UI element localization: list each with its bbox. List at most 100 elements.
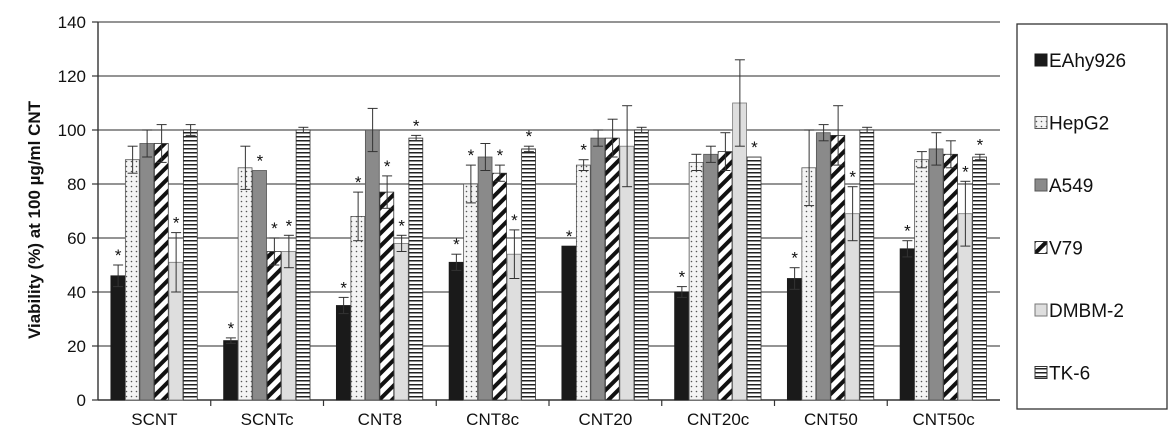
bar-dmbm-2-scntc bbox=[281, 251, 296, 401]
bar-hepg2-cnt20c bbox=[688, 161, 704, 401]
bar-v79-cnt20c bbox=[717, 151, 733, 401]
bar-tk-6-cnt50c bbox=[972, 156, 987, 401]
significance-marker: * bbox=[453, 235, 460, 254]
significance-marker: * bbox=[340, 278, 347, 297]
significance-marker: * bbox=[962, 162, 969, 181]
significance-marker: * bbox=[977, 135, 984, 154]
bar-tk-6-scnt bbox=[182, 129, 198, 401]
y-tick-label: 60 bbox=[67, 229, 86, 248]
bar-tk-6-cnt20c bbox=[746, 156, 762, 401]
bar-hepg2-cnt8 bbox=[350, 215, 366, 401]
bar-hepg2-cnt8c bbox=[463, 183, 478, 401]
y-tick-label: 20 bbox=[67, 337, 86, 356]
bar-a549-scnt bbox=[139, 143, 155, 401]
bar-v79-scnt bbox=[153, 143, 169, 401]
significance-marker: * bbox=[384, 157, 391, 176]
y-axis-title: Viability (%) at 100 µg/ml CNT bbox=[25, 100, 44, 339]
bar-eahy926-cnt20 bbox=[561, 245, 577, 401]
bar-hepg2-cnt20 bbox=[575, 164, 591, 401]
bar-a549-cnt8c bbox=[477, 156, 493, 401]
bar-v79-cnt8c bbox=[492, 172, 507, 401]
x-tick-label: CNT8c bbox=[466, 410, 519, 429]
x-tick-label: CNT50 bbox=[804, 410, 858, 429]
legend-label: A549 bbox=[1049, 176, 1093, 197]
bars bbox=[110, 59, 987, 401]
legend-label: TK-6 bbox=[1049, 364, 1090, 385]
x-tick-label: CNT50c bbox=[912, 410, 975, 429]
bar-eahy926-cnt20c bbox=[674, 291, 689, 401]
significance-marker: * bbox=[904, 222, 911, 241]
bar-hepg2-cnt50c bbox=[914, 159, 929, 401]
bar-hepg2-scnt bbox=[124, 159, 140, 401]
significance-marker: * bbox=[173, 214, 180, 233]
legend-swatch bbox=[1034, 241, 1048, 254]
legend-swatch bbox=[1034, 303, 1048, 317]
tick-labels: 0 20 40 60 80 100 120 140 SCNT * * SCNTc * * * * CNT8 * * *… bbox=[58, 13, 984, 429]
bar-tk-6-cnt20 bbox=[633, 129, 649, 401]
bar-hepg2-scntc bbox=[237, 167, 253, 401]
bar-dmbm-2-cnt20c bbox=[732, 102, 747, 401]
significance-marker: * bbox=[355, 173, 362, 192]
bar-dmbm-2-cnt8 bbox=[393, 242, 409, 401]
significance-marker: * bbox=[286, 216, 293, 235]
bar-a549-cnt50c bbox=[928, 148, 944, 401]
significance-marker: * bbox=[497, 146, 504, 165]
significance-marker: * bbox=[511, 211, 518, 230]
legend: EAhy926 HepG2 A549 V79 DMBM-2 TK-6 bbox=[1016, 23, 1168, 410]
y-tick-label: 40 bbox=[67, 283, 86, 302]
significance-marker: * bbox=[751, 138, 758, 157]
x-tick-label: CNT8 bbox=[358, 410, 402, 429]
bar-v79-cnt20 bbox=[604, 137, 620, 401]
legend-swatch bbox=[1034, 366, 1048, 379]
legend-label: HepG2 bbox=[1049, 114, 1109, 135]
significance-marker: * bbox=[468, 146, 475, 165]
bar-tk-6-scntc bbox=[295, 129, 311, 401]
bar-v79-cnt50c bbox=[943, 153, 958, 401]
y-tick-label: 80 bbox=[67, 175, 86, 194]
bar-a549-cnt8 bbox=[364, 129, 380, 401]
significance-marker: * bbox=[580, 141, 587, 160]
significance-marker: * bbox=[271, 219, 278, 238]
legend-box bbox=[1016, 23, 1168, 410]
bar-a549-cnt20 bbox=[590, 137, 606, 401]
x-tick-label: SCNT bbox=[131, 410, 177, 429]
x-tick-label: CNT20 bbox=[578, 410, 632, 429]
bar-a549-cnt50 bbox=[815, 132, 831, 401]
bar-eahy926-cnt50 bbox=[786, 278, 802, 401]
x-tick-label: CNT20c bbox=[687, 410, 750, 429]
y-tick-label: 120 bbox=[58, 67, 86, 86]
bar-eahy926-scnt bbox=[110, 275, 126, 401]
bar-tk-6-cnt50 bbox=[859, 129, 875, 401]
bar-eahy926-cnt8c bbox=[448, 261, 464, 401]
bar-a549-scntc bbox=[252, 170, 267, 401]
legend-label: EAhy926 bbox=[1049, 51, 1126, 72]
bar-v79-scntc bbox=[266, 251, 282, 401]
bar-tk-6-cnt8 bbox=[408, 137, 424, 401]
bar-v79-cnt50 bbox=[830, 134, 846, 401]
significance-marker: * bbox=[679, 268, 686, 287]
significance-marker: * bbox=[566, 227, 573, 246]
significance-marker: * bbox=[849, 168, 856, 187]
significance-marker: * bbox=[398, 216, 405, 235]
significance-marker: * bbox=[413, 116, 420, 135]
y-tick-label: 140 bbox=[58, 13, 86, 32]
bar-v79-cnt8 bbox=[379, 191, 395, 401]
x-tick-label: SCNTc bbox=[241, 410, 294, 429]
legend-swatch bbox=[1034, 53, 1048, 67]
significance-marker: * bbox=[526, 127, 533, 146]
significance-marker: * bbox=[228, 319, 235, 338]
bar-eahy926-scntc bbox=[223, 340, 238, 401]
significance-marker: * bbox=[791, 249, 798, 268]
significance-marker: * bbox=[257, 152, 264, 171]
significance-marker: * bbox=[115, 246, 122, 265]
legend-swatch bbox=[1034, 116, 1048, 129]
bar-dmbm-2-cnt50 bbox=[844, 213, 860, 401]
legend-swatch bbox=[1034, 178, 1048, 192]
bar-eahy926-cnt8 bbox=[335, 305, 351, 401]
bar-tk-6-cnt8c bbox=[521, 148, 536, 401]
bar-a549-cnt20c bbox=[703, 153, 718, 401]
y-tick-label: 0 bbox=[77, 391, 86, 410]
legend-label: DMBM-2 bbox=[1049, 301, 1124, 322]
legend-label: V79 bbox=[1049, 239, 1083, 260]
